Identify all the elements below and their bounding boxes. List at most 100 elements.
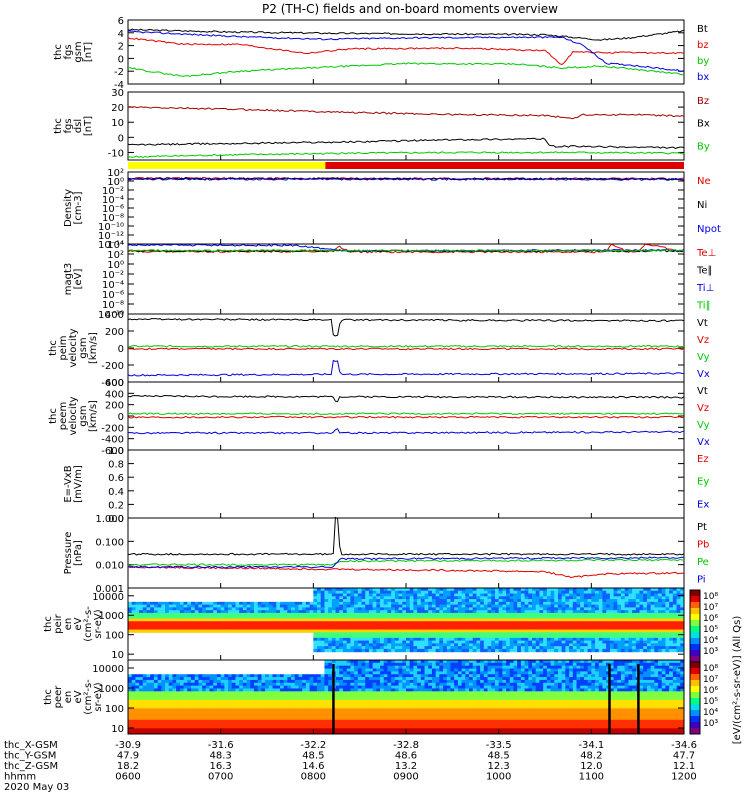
colorbar-tick-0-2: 10⁶	[703, 614, 718, 624]
panel-pressure: Pressure [nPa] 1.000 0.100 0.010 0.001 Pt Pb Pe P…	[63, 514, 709, 595]
ylabel-e_field-0: E=-VxB	[63, 465, 74, 502]
xaxis-value-2-3: 0800	[301, 772, 326, 783]
series-pressure-3	[127, 556, 684, 569]
xaxis-value-5-2: 12.0	[580, 761, 602, 772]
ytick-density-7: 10⁻¹²	[98, 231, 124, 242]
ylabel-peir_eflux-3: eV	[73, 617, 84, 630]
xaxis-value-6-1: 47.7	[673, 751, 695, 762]
legend-fgs_gsm-3: bx	[697, 72, 709, 83]
ytick-peer_eflux-2: 100	[105, 704, 124, 715]
legend-e_field-0: Ez	[697, 454, 709, 465]
xaxis-value-4-3: 1000	[486, 772, 511, 783]
ytick-density-5: 10⁻⁸	[102, 213, 124, 224]
ylabel-e_field-1: [mV/m]	[73, 465, 84, 503]
ylabel-peer_eflux-0: thc	[43, 689, 54, 705]
ytick-fgs_dsl-2: 10	[111, 118, 124, 129]
ytick-fgs_gsm-1: 4	[118, 29, 124, 40]
xaxis-value-0-0: -30.9	[115, 740, 141, 751]
xaxis-value-4-0: -33.5	[486, 740, 512, 751]
ylabel-peir_eflux-2: en	[63, 618, 74, 631]
panel-peim_velocity: thc peim velocity gsm [km/s] 400 200 0 -200 -400 V…	[48, 310, 710, 389]
ytick-pressure-2: 0.010	[95, 561, 124, 572]
colorbar-tick-1-3: 10⁵	[703, 697, 718, 707]
colorbar-tick-1-0: 10⁸	[703, 664, 718, 674]
xaxis-value-3-0: -32.8	[393, 740, 419, 751]
xaxis-row-label-0: thc_X-GSM	[4, 740, 58, 751]
ytick-e_field-2: 0.6	[108, 473, 124, 484]
ytick-density-1: 10⁰	[107, 177, 124, 188]
ytick-fgs_gsm-5: -4	[114, 80, 124, 91]
series-peim_velocity-1	[127, 347, 685, 351]
ylabel-peer_eflux-5: sr-eV)	[93, 682, 104, 711]
legend-peim_velocity-2: Vy	[697, 352, 710, 363]
xaxis-value-5-1: 48.2	[580, 751, 602, 762]
colorbar-tick-1-4: 10⁴	[703, 708, 718, 718]
ytick-e_field-5: 0.0	[108, 514, 124, 525]
panel-e_field: E=-VxB [mV/m] 1.0 0.8 0.6 0.4 0.2 0.0 Ez Ey Ex	[63, 446, 709, 525]
ylabel-temperature-0: magt3	[63, 263, 74, 296]
series-temperature-0	[127, 243, 685, 254]
plot-title: P2 (TH-C) fields and on-board moments ov…	[262, 2, 558, 16]
colorbar-tick-1-2: 10⁶	[703, 686, 718, 696]
legend-temperature-3: Ti∥	[696, 301, 711, 312]
panel-fgs_dsl: thc fgs dsl [nT] 30 20 10 0 -10 Bz Bx By	[53, 88, 710, 161]
xaxis-value-6-0: -34.6	[671, 740, 697, 751]
ylabel-density-0: Density	[63, 189, 74, 227]
panel-peer_eflux: thc peer en eV (cm²-s-sr-eV) 10000 1000 100 10	[43, 659, 685, 735]
legend-fgs_gsm-2: by	[697, 56, 709, 67]
ytick-e_field-1: 0.8	[108, 460, 124, 471]
ytick-peem_velocity-0: 600	[105, 378, 124, 389]
ytick-temperature-2: 10⁰	[107, 260, 124, 271]
legend-density-2: Npot	[697, 224, 721, 235]
legend-temperature-2: Ti⊥	[696, 283, 714, 294]
frame-density	[127, 171, 685, 245]
frame-e_field	[127, 449, 685, 519]
ylabel-peem_velocity-2: velocity	[68, 396, 79, 435]
ytick-peim_velocity-0: 400	[105, 310, 124, 321]
ylabel-fgs_dsl-3: [nT]	[83, 116, 94, 136]
series-peim_velocity-2	[128, 344, 685, 348]
series-fgs_gsm-0	[127, 28, 685, 41]
panel-density: Density [cm-3] 10²10⁰10⁻²10⁻⁴10⁻⁶10⁻⁸10⁻¹⁰…	[63, 168, 721, 251]
legend-peim_velocity-0: Vt	[697, 318, 708, 329]
status-bar-segment-0	[128, 162, 326, 169]
series-fgs_gsm-3	[127, 30, 685, 72]
ylabel-peim_velocity-4: [km/s]	[88, 332, 99, 364]
xaxis-value-1-2: 16.3	[210, 761, 232, 772]
ylabel-fgs_gsm-2: gsm	[73, 41, 84, 62]
xaxis-value-4-2: 12.3	[488, 761, 510, 772]
legend-pressure-1: Pb	[697, 540, 709, 551]
ytick-fgs_gsm-0: 6	[118, 16, 124, 27]
xaxis-value-0-1: 47.9	[117, 751, 139, 762]
xaxis-row-label-3: hhmm	[4, 772, 36, 783]
ytick-peem_velocity-4: -200	[101, 423, 124, 434]
ytick-peem_velocity-2: 200	[105, 401, 124, 412]
xaxis-value-5-3: 1100	[579, 772, 604, 783]
panel-fgs_gsm: thc fgs gsm [nT] 6 4 20 -2 -4 Bt bz by bx	[53, 16, 709, 91]
series-density-2	[127, 177, 685, 181]
xaxis-value-1-3: 0700	[208, 772, 233, 783]
ytick-e_field-4: 0.2	[108, 500, 124, 511]
series-fgs_dsl-2	[127, 151, 685, 158]
colorbar-tick-0-4: 10⁴	[703, 636, 718, 646]
legend-fgs_gsm-0: Bt	[697, 24, 708, 35]
ylabel-fgs_gsm-1: fgs	[63, 44, 74, 59]
ytick-temperature-5: 10⁻⁶	[102, 290, 124, 301]
ytick-e_field-3: 0.4	[108, 487, 124, 498]
xaxis-value-2-1: 48.5	[302, 751, 324, 762]
series-fgs_gsm-1	[127, 36, 685, 66]
ytick-temperature-1: 10²	[107, 250, 124, 261]
ytick-peem_velocity-6: -600	[101, 446, 124, 457]
xaxis-value-6-3: 1200	[671, 772, 696, 783]
xaxis-value-3-2: 13.2	[395, 761, 417, 772]
colorbar-tick-0-1: 10⁷	[703, 603, 718, 613]
ylabel-fgs_dsl-0: thc	[53, 118, 64, 134]
status-bar-segment-1	[325, 162, 684, 169]
ylabel-peim_velocity-1: peim	[58, 335, 69, 360]
legend-density-0: Ne	[697, 176, 711, 187]
series-peim_velocity-0	[127, 318, 685, 337]
series-fgs_gsm-2	[127, 62, 685, 77]
xaxis-value-1-0: -31.6	[208, 740, 234, 751]
ytick-peim_velocity-2: 0	[118, 344, 124, 355]
ytick-peir_eflux-3: 10	[111, 650, 124, 661]
